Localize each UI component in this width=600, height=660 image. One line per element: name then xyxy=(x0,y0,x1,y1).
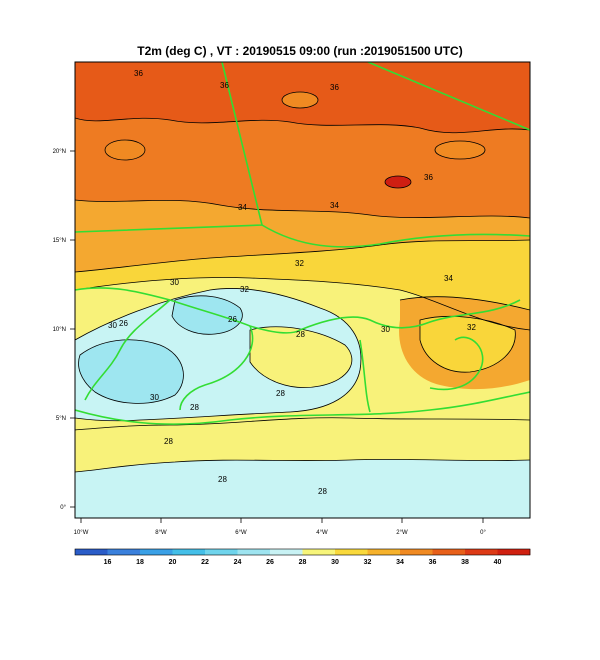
contour-label: 28 xyxy=(218,475,227,484)
colorbar-tick-label: 20 xyxy=(169,559,177,566)
contour-label: 32 xyxy=(295,259,304,268)
map-frame xyxy=(74,61,531,519)
lon-tick-label: 10°W xyxy=(74,530,89,536)
colorbar-segment xyxy=(335,549,368,555)
lon-tick-label: 8°W xyxy=(155,530,167,536)
contour-label: 28 xyxy=(318,487,327,496)
colorbar-segment xyxy=(302,549,336,555)
map-title: T2m (deg C) , VT : 20190515 09:00 (run :… xyxy=(137,44,463,58)
lat-tick-label: 20°N xyxy=(53,149,66,155)
band-32-34 xyxy=(75,240,530,330)
colorbar-segment xyxy=(172,549,206,555)
lon-axis: 10°W 8°W 6°W 4°W 2°W 0° xyxy=(74,518,486,536)
contour-label: 28 xyxy=(190,403,199,412)
colorbar-segment xyxy=(140,549,173,555)
contour-label: 36 xyxy=(134,69,143,78)
contour-label: 36 xyxy=(220,81,229,90)
contour-label: 30 xyxy=(150,393,159,402)
band-30-32-tongue xyxy=(250,326,352,388)
colorbar-tick-label: 22 xyxy=(201,559,209,566)
colorbar-segment xyxy=(367,549,401,555)
colorbar-tick-label: 18 xyxy=(136,559,144,566)
colorbar-tick-label: 36 xyxy=(429,559,437,566)
band-32-east xyxy=(420,316,516,373)
lat-axis: 20°N 15°N 10°N 5°N 0° xyxy=(53,149,75,511)
colorbar-segment xyxy=(400,549,433,555)
colorbar-tick-label: 16 xyxy=(104,559,112,566)
colorbar-segment xyxy=(497,549,531,555)
contour-label: 34 xyxy=(330,201,339,210)
colorbar: 16 18 20 22 24 26 28 30 32 34 36 38 40 xyxy=(74,548,531,566)
colorbar-tick-label: 38 xyxy=(461,559,469,566)
band-30-32-coast xyxy=(75,417,530,472)
colorbar-segment xyxy=(237,549,271,555)
colorbar-tick-label: 32 xyxy=(364,559,372,566)
lat-tick-label: 15°N xyxy=(53,238,66,244)
colorbar-tick-label: 28 xyxy=(299,559,307,566)
colorbar-segment xyxy=(75,549,108,555)
contour-label: 30 xyxy=(108,321,117,330)
lat-tick-label: 5°N xyxy=(56,416,66,422)
contour-labels: 36 36 36 34 34 32 32 30 30 30 28 28 28 28 26 26 34 32 30 36… xyxy=(108,69,476,496)
patch-2 xyxy=(282,92,318,108)
contour-label: 36 xyxy=(424,173,433,182)
colorbar-segment xyxy=(107,549,141,555)
lat-tick-label: 10°N xyxy=(53,327,66,333)
lon-tick-label: 6°W xyxy=(235,530,247,536)
colorbar-segment xyxy=(432,549,466,555)
contour-label: 32 xyxy=(467,323,476,332)
colorbar-tick-label: 40 xyxy=(494,559,502,566)
contour-lines xyxy=(75,91,530,473)
colorbar-segment xyxy=(270,549,303,555)
band-40-hotspot xyxy=(385,176,411,188)
lon-tick-label: 0° xyxy=(480,530,486,536)
contour-label: 34 xyxy=(444,274,453,283)
country-borders xyxy=(75,62,530,425)
colorbar-tick-label: 26 xyxy=(266,559,274,566)
colorbar-frame xyxy=(74,548,531,556)
band-26-28-west xyxy=(78,339,184,404)
lat-tick-label: 0° xyxy=(60,505,66,511)
lon-tick-label: 4°W xyxy=(316,530,328,536)
contour-label: 26 xyxy=(228,315,237,324)
patch-1 xyxy=(105,140,145,160)
contour-label: 28 xyxy=(276,389,285,398)
colorbar-segment xyxy=(205,549,238,555)
lon-tick-label: 2°W xyxy=(396,530,408,536)
colorbar-tick-label: 24 xyxy=(234,559,242,566)
colorbar-segment xyxy=(465,549,498,555)
map-fill xyxy=(75,62,530,518)
contour-label: 36 xyxy=(330,83,339,92)
contour-label: 30 xyxy=(170,278,179,287)
band-34-36 xyxy=(75,200,530,276)
contour-label: 28 xyxy=(296,330,305,339)
contour-label: 34 xyxy=(238,203,247,212)
contour-label: 32 xyxy=(240,285,249,294)
contour-label: 30 xyxy=(381,325,390,334)
contour-label: 26 xyxy=(119,319,128,328)
colorbar-tick-label: 30 xyxy=(331,559,339,566)
patch-3 xyxy=(435,141,485,159)
colorbar-tick-label: 34 xyxy=(396,559,404,566)
contour-label: 28 xyxy=(164,437,173,446)
